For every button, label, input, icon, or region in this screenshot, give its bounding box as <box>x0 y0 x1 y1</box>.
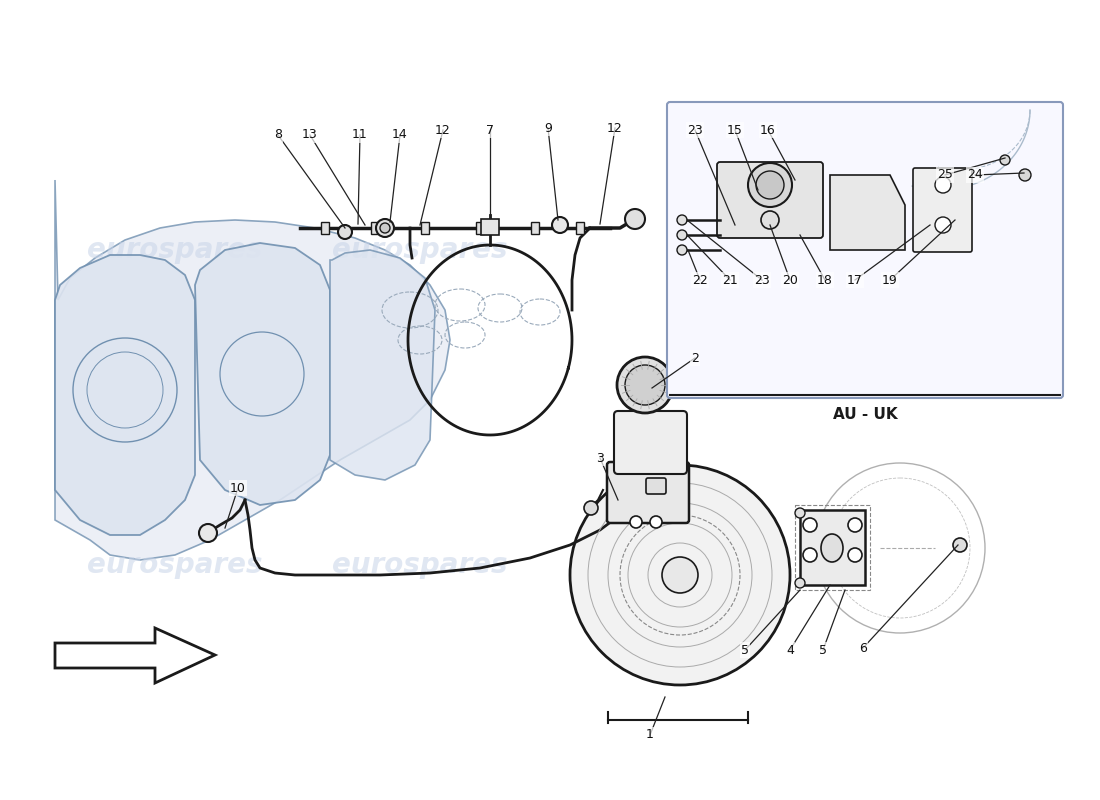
Text: 12: 12 <box>607 122 623 134</box>
Circle shape <box>803 518 817 532</box>
Circle shape <box>584 501 598 515</box>
Circle shape <box>761 211 779 229</box>
Polygon shape <box>330 250 434 480</box>
Polygon shape <box>55 628 215 683</box>
FancyBboxPatch shape <box>717 162 823 238</box>
Text: AU - UK: AU - UK <box>833 407 898 422</box>
Text: 8: 8 <box>274 129 282 142</box>
Text: 10: 10 <box>230 482 246 494</box>
Text: eurospares: eurospares <box>332 236 508 264</box>
Circle shape <box>676 230 688 240</box>
Polygon shape <box>55 180 450 560</box>
Circle shape <box>1019 169 1031 181</box>
Text: eurospares: eurospares <box>87 551 263 579</box>
Circle shape <box>338 225 352 239</box>
Circle shape <box>803 548 817 562</box>
Text: 23: 23 <box>688 123 703 137</box>
FancyBboxPatch shape <box>667 102 1063 398</box>
Circle shape <box>650 516 662 528</box>
Polygon shape <box>830 175 905 250</box>
Circle shape <box>953 538 967 552</box>
Bar <box>576 222 584 234</box>
Text: 4: 4 <box>786 643 794 657</box>
Circle shape <box>625 365 666 405</box>
Circle shape <box>662 557 698 593</box>
Circle shape <box>676 215 688 225</box>
Circle shape <box>795 508 805 518</box>
Circle shape <box>848 518 862 532</box>
Circle shape <box>848 548 862 562</box>
FancyBboxPatch shape <box>607 462 689 523</box>
Text: eurospares: eurospares <box>613 551 788 579</box>
Text: 9: 9 <box>544 122 552 134</box>
Bar <box>531 222 539 234</box>
Ellipse shape <box>821 534 843 562</box>
Text: 15: 15 <box>727 123 742 137</box>
Text: 13: 13 <box>302 129 318 142</box>
Circle shape <box>552 217 568 233</box>
Bar <box>371 222 380 234</box>
Text: 17: 17 <box>847 274 862 286</box>
Text: 24: 24 <box>967 169 983 182</box>
Text: 3: 3 <box>596 451 604 465</box>
Text: 5: 5 <box>820 643 827 657</box>
Text: 18: 18 <box>817 274 833 286</box>
FancyBboxPatch shape <box>481 219 499 235</box>
Text: 5: 5 <box>741 643 749 657</box>
Bar <box>476 222 484 234</box>
Text: 12: 12 <box>436 123 451 137</box>
Text: 7: 7 <box>486 123 494 137</box>
Circle shape <box>795 578 805 588</box>
Circle shape <box>748 163 792 207</box>
Text: 23: 23 <box>755 274 770 286</box>
Circle shape <box>625 209 645 229</box>
Circle shape <box>676 245 688 255</box>
Text: 2: 2 <box>691 351 698 365</box>
Circle shape <box>630 516 642 528</box>
Text: 22: 22 <box>692 274 708 286</box>
Text: 6: 6 <box>859 642 867 654</box>
Text: 14: 14 <box>392 129 408 142</box>
Text: 1: 1 <box>646 729 653 742</box>
Circle shape <box>935 177 952 193</box>
Text: eurospares: eurospares <box>332 551 508 579</box>
Circle shape <box>376 219 394 237</box>
Text: 21: 21 <box>722 274 738 286</box>
Polygon shape <box>55 255 195 535</box>
Text: 25: 25 <box>937 169 953 182</box>
Text: 19: 19 <box>882 274 898 286</box>
Circle shape <box>756 171 784 199</box>
Text: 11: 11 <box>352 129 367 142</box>
Bar <box>321 222 329 234</box>
Circle shape <box>199 524 217 542</box>
FancyBboxPatch shape <box>646 478 666 494</box>
Circle shape <box>1000 155 1010 165</box>
FancyBboxPatch shape <box>913 168 972 252</box>
Circle shape <box>379 223 390 233</box>
Text: eurospares: eurospares <box>87 236 263 264</box>
Circle shape <box>617 357 673 413</box>
Polygon shape <box>195 243 330 505</box>
Bar <box>800 510 865 585</box>
Circle shape <box>570 465 790 685</box>
Text: 16: 16 <box>760 123 775 137</box>
Circle shape <box>935 217 952 233</box>
Bar <box>421 222 429 234</box>
FancyBboxPatch shape <box>614 411 688 474</box>
Text: 20: 20 <box>782 274 797 286</box>
